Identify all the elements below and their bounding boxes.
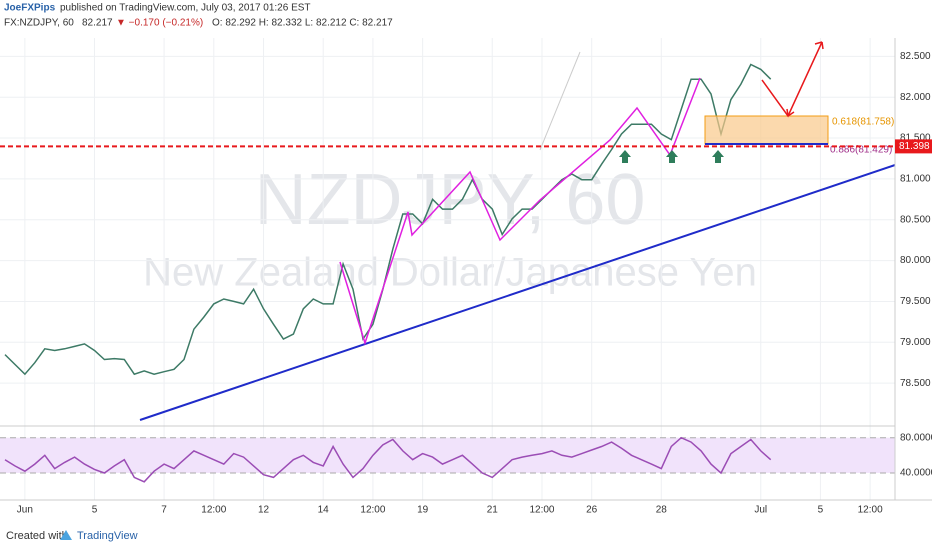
y-tick-label: 81.500 (900, 133, 931, 144)
footer (0, 522, 932, 550)
pattern-line (339, 77, 701, 346)
y-tick-label: 80.000 (900, 255, 931, 266)
trend-line (539, 51, 581, 151)
x-tick-label: 28 (656, 505, 668, 516)
x-tick-label: 5 (92, 505, 98, 516)
x-tick-label: 12 (258, 505, 270, 516)
x-tick-label: 26 (586, 505, 598, 516)
x-tick-label: Jul (754, 505, 767, 516)
watermark-name: New Zealand Dollar/Japanese Yen (143, 251, 757, 295)
change: ▼ −0.170 (−0.21%) (116, 18, 203, 29)
trend-line (139, 164, 896, 421)
y-tick-label: 79.000 (900, 337, 931, 348)
author[interactable]: JoeFXPips (4, 3, 56, 14)
y-tick-label: 82.000 (900, 92, 931, 103)
x-tick-label: 12:00 (360, 505, 385, 516)
arrow-head (786, 41, 824, 117)
logo (60, 530, 72, 540)
up-arrows (619, 150, 724, 163)
y-tick-label: 81.000 (900, 174, 931, 185)
series-line (4, 436, 772, 483)
x-tick-label: 21 (487, 505, 499, 516)
y-tick-label: 78.500 (900, 378, 931, 389)
ohlc: O: 82.292 H: 82.332 L: 82.212 C: 82.217 (212, 18, 393, 29)
watermark-symbol: NZDJPY, 60 (255, 160, 646, 240)
last-price: 82.217 (82, 18, 113, 29)
x-tick-label: 5 (818, 505, 824, 516)
x-tick-label: 12:00 (201, 505, 226, 516)
published: published on TradingView.com, July 03, 2… (60, 3, 311, 14)
y-tick-label: 82.500 (900, 51, 931, 62)
fib-label: 0.618(81.758) (832, 117, 894, 128)
x-tick-label: 14 (318, 505, 330, 516)
series-line (4, 63, 772, 376)
y-tick-label: 80.500 (900, 214, 931, 225)
fib-zone (704, 115, 829, 145)
x-tick-label: 19 (417, 505, 429, 516)
y-tick-label: 79.500 (900, 296, 931, 307)
x-tick-label: 7 (161, 505, 167, 516)
plot-area: Jun 5 7 12:00 12 14 12:00 19 21 12:00 26 28 Jul 5 12:0… (0, 38, 932, 516)
x-tick-label: Jun (17, 505, 33, 516)
footer-brand[interactable]: TradingView (77, 530, 138, 542)
x-tick-label: 12:00 (529, 505, 554, 516)
symbol: FX:NZDJPY, 60 (4, 18, 74, 29)
x-tick-label: 12:00 (858, 505, 883, 516)
fib-label: 0.886(81.429) (830, 145, 892, 156)
price-tag (895, 139, 932, 154)
rsi-band (0, 437, 895, 473)
price-tag-label: 81.398 (899, 141, 930, 152)
footer-text: Created with (6, 530, 68, 542)
